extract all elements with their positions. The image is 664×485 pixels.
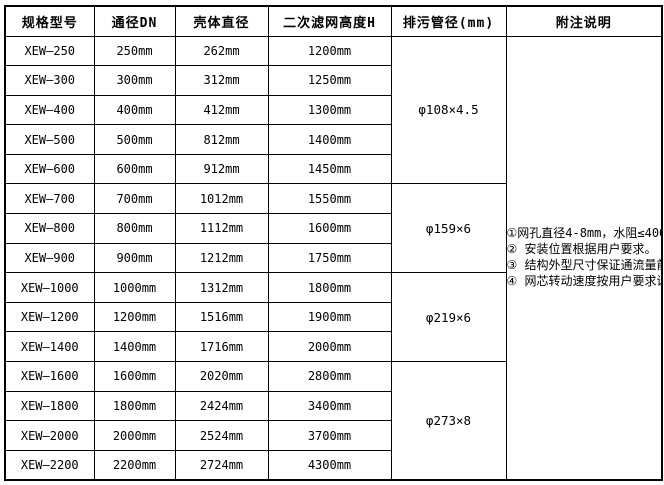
cell-height: 3700mm xyxy=(267,420,392,451)
spec-table-body: XEW—250 250mm 262mm 1200mm φ108×4.5 ①网孔直径4-8m… xyxy=(4,35,663,481)
cell-height: 2800mm xyxy=(267,361,392,392)
table-row: XEW—1000 1000mm 1312mm 1800mm φ219×6 xyxy=(4,272,662,363)
cell-dn: 600mm xyxy=(93,153,176,185)
cell-model: XEW—250 xyxy=(4,35,95,67)
table-row: XEW—700 700mm 1012mm 1550mm φ159×6 xyxy=(4,183,662,274)
cell-model: XEW—1600 xyxy=(4,361,95,392)
cell-dn: 700mm xyxy=(93,183,176,215)
header-model: 规格型号 xyxy=(4,5,95,37)
table-row: XEW—900 900mm 1212mm 1750mm xyxy=(4,242,662,274)
cell-height: 1250mm xyxy=(267,65,392,96)
cell-shell: 1716mm xyxy=(174,331,269,363)
cell-model: XEW—800 xyxy=(4,213,95,244)
cell-model: XEW—400 xyxy=(4,94,95,126)
cell-height: 1200mm xyxy=(267,35,392,67)
table-row: XEW—500 500mm 812mm 1400mm xyxy=(4,124,662,155)
spec-table-header: 规格型号 通径DN 壳体直径 二次滤网高度H 排污管径(mm) 附注说明 xyxy=(4,5,663,37)
cell-shell: 2724mm xyxy=(174,449,269,481)
cell-model: XEW—1800 xyxy=(4,390,95,422)
note-line: ①网孔直径4-8mm，水阻≤400mmH20柱。 xyxy=(506,226,661,241)
table-row: XEW—400 400mm 412mm 1300mm xyxy=(4,94,662,126)
cell-model: XEW—600 xyxy=(4,153,95,185)
cell-height: 4300mm xyxy=(267,449,392,481)
cell-model: XEW—900 xyxy=(4,242,95,274)
cell-dn: 2200mm xyxy=(93,449,176,481)
cell-dn: 900mm xyxy=(93,242,176,274)
table-row: XEW—2000 2000mm 2524mm 3700mm xyxy=(4,420,662,451)
cell-shell: 1212mm xyxy=(174,242,269,274)
note-line: ④ 网芯转动速度按用户要求设计。一般控制在8转/分钟以下。 xyxy=(506,273,661,288)
cell-model: XEW—700 xyxy=(4,183,95,215)
cell-drain-group: φ273×8 xyxy=(390,361,507,481)
cell-shell: 2524mm xyxy=(174,420,269,451)
header-notes: 附注说明 xyxy=(505,5,663,37)
table-row: XEW—250 250mm 262mm 1200mm φ108×4.5 ①网孔直径4-8m… xyxy=(4,35,663,481)
cell-dn: 300mm xyxy=(93,65,176,96)
cell-model: XEW—2200 xyxy=(4,449,95,481)
cell-shell: 262mm xyxy=(174,35,269,67)
table-row: XEW—2200 2200mm 2724mm 4300mm xyxy=(4,449,662,481)
cell-dn: 500mm xyxy=(93,124,176,155)
table-row: XEW—800 800mm 1112mm 1600mm xyxy=(4,213,662,244)
table-row: XEW—600 600mm 912mm 1450mm xyxy=(4,153,662,185)
cell-shell: 412mm xyxy=(174,94,269,126)
cell-shell: 312mm xyxy=(174,65,269,96)
spec-table: 规格型号 通径DN 壳体直径 二次滤网高度H 排污管径(mm) 附注说明 XEW… xyxy=(4,5,663,481)
cell-shell: 1112mm xyxy=(174,213,269,244)
header-row: 规格型号 通径DN 壳体直径 二次滤网高度H 排污管径(mm) 附注说明 xyxy=(4,5,663,37)
cell-dn: 400mm xyxy=(93,94,176,126)
cell-dn: 250mm xyxy=(93,35,176,67)
cell-drain-group: φ219×6 xyxy=(390,272,507,363)
cell-dn: 800mm xyxy=(93,213,176,244)
note-line: ② 安装位置根据用户要求。 xyxy=(506,241,657,256)
cell-shell: 1516mm xyxy=(174,301,269,333)
cell-height: 1300mm xyxy=(267,94,392,126)
cell-height: 1400mm xyxy=(267,124,392,155)
cell-model: XEW—300 xyxy=(4,65,95,96)
cell-height: 1800mm xyxy=(267,272,392,303)
cell-dn: 1800mm xyxy=(93,390,176,422)
cell-model: XEW—1200 xyxy=(4,301,95,333)
cell-height: 1750mm xyxy=(267,242,392,274)
header-drain: 排污管径(mm) xyxy=(390,5,507,37)
cell-shell: 1312mm xyxy=(174,272,269,303)
cell-dn: 1400mm xyxy=(93,331,176,363)
cell-notes: ①网孔直径4-8mm，水阻≤400mmH20柱。② 安装位置根据用户要求。③ 结… xyxy=(505,35,663,481)
cell-model: XEW—2000 xyxy=(4,420,95,451)
cell-height: 1450mm xyxy=(267,153,392,185)
cell-shell: 2020mm xyxy=(174,361,269,392)
cell-drain-group: φ159×6 xyxy=(390,183,507,274)
header-height: 二次滤网高度H xyxy=(267,5,392,37)
cell-dn: 2000mm xyxy=(93,420,176,451)
cell-shell: 912mm xyxy=(174,153,269,185)
table-row: XEW—300 300mm 312mm 1250mm xyxy=(4,65,662,96)
header-dn: 通径DN xyxy=(93,5,176,37)
cell-dn: 1000mm xyxy=(93,272,176,303)
cell-model: XEW—1000 xyxy=(4,272,95,303)
cell-height: 1900mm xyxy=(267,301,392,333)
cell-height: 2000mm xyxy=(267,331,392,363)
cell-dn: 1200mm xyxy=(93,301,176,333)
note-line: ③ 结构外型尺寸保证通流量前提下，按用户要求设计。 xyxy=(506,257,661,272)
cell-height: 3400mm xyxy=(267,390,392,422)
spec-table-container: 规格型号 通径DN 壳体直径 二次滤网高度H 排污管径(mm) 附注说明 XEW… xyxy=(4,5,663,481)
cell-drain-group: φ108×4.5 xyxy=(390,35,507,185)
header-shell: 壳体直径 xyxy=(174,5,269,37)
cell-dn: 1600mm xyxy=(93,361,176,392)
cell-shell: 2424mm xyxy=(174,390,269,422)
table-row: XEW—1600 1600mm 2020mm 2800mm φ273×8 xyxy=(4,361,662,481)
cell-height: 1550mm xyxy=(267,183,392,215)
cell-shell: 812mm xyxy=(174,124,269,155)
cell-model: XEW—1400 xyxy=(4,331,95,363)
cell-model: XEW—500 xyxy=(4,124,95,155)
cell-shell: 1012mm xyxy=(174,183,269,215)
cell-height: 1600mm xyxy=(267,213,392,244)
table-row: XEW—1800 1800mm 2424mm 3400mm xyxy=(4,390,662,422)
